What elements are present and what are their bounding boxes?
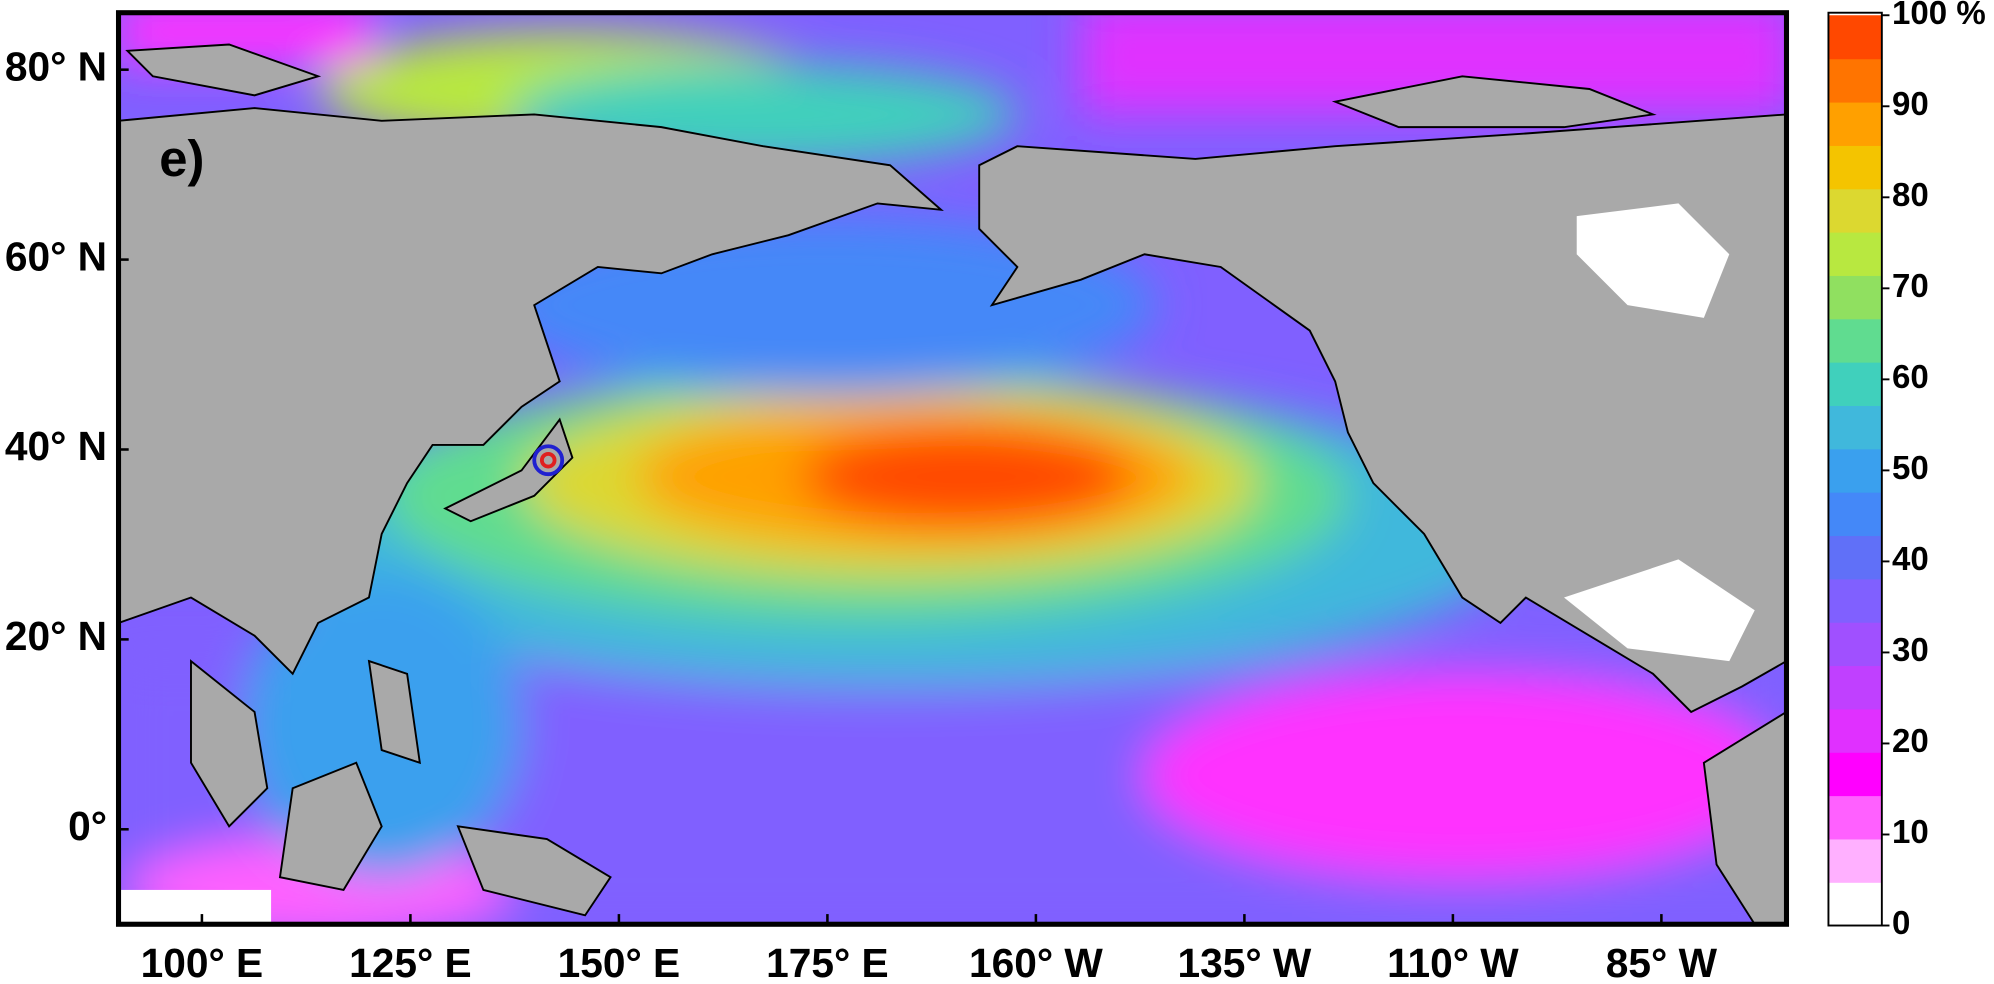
y-tick-label: 60° N [5, 233, 107, 279]
colorbar-band [1828, 882, 1882, 927]
colorbar-band [1828, 622, 1882, 667]
colorbar-band [1828, 492, 1882, 537]
colorbar-label: 40 [1892, 541, 1929, 578]
colorbar [1828, 15, 1882, 927]
site-marker-inner [539, 451, 557, 469]
colorbar-band [1828, 145, 1882, 190]
colorbar-band [1828, 752, 1882, 797]
colorbar-label: 100 % [1892, 0, 1986, 32]
x-tick-label: 160° W [969, 940, 1103, 984]
panel-label: e) [159, 130, 204, 187]
colorbar-label: 50 [1892, 450, 1929, 487]
colorbar-band [1828, 838, 1882, 883]
colorbar-label: 30 [1892, 632, 1929, 669]
map-frame [115, 10, 1790, 927]
colorbar-band [1828, 362, 1882, 407]
x-tick-label: 175° E [766, 940, 889, 984]
x-tick-label: 135° W [1177, 940, 1311, 984]
y-tick-label: 20° N [5, 613, 107, 659]
colorbar-band [1828, 535, 1882, 580]
colorbar-frame [1827, 11, 1883, 927]
colorbar-label: 10 [1892, 814, 1929, 851]
x-tick-label: 150° E [558, 940, 681, 984]
colorbar-band [1828, 448, 1882, 493]
colorbar-band [1828, 188, 1882, 233]
colorbar-band [1828, 58, 1882, 103]
colorbar-band [1828, 405, 1882, 450]
colorbar-label: 70 [1892, 268, 1929, 305]
y-tick-label: 0° [68, 803, 107, 849]
x-tick-label: 100° E [141, 940, 264, 984]
colorbar-label: 90 [1892, 86, 1929, 123]
colorbar-band [1828, 665, 1882, 710]
land [118, 43, 1787, 925]
x-tick-label: 110° W [1387, 940, 1519, 984]
colorbar-label: 80 [1892, 177, 1929, 214]
y-tick-label: 40° N [5, 423, 107, 469]
x-tick-label: 85° W [1606, 940, 1718, 984]
colorbar-band [1828, 318, 1882, 363]
colorbar-band [1828, 231, 1882, 276]
colorbar-label: 20 [1892, 723, 1929, 760]
colorbar-label: 0 [1892, 905, 1910, 942]
site-marker [532, 444, 565, 477]
colorbar-band [1828, 101, 1882, 146]
colorbar-band [1828, 275, 1882, 320]
colorbar-band [1828, 708, 1882, 753]
colorbar-band [1828, 578, 1882, 623]
x-tick-label: 125° E [349, 940, 472, 984]
colorbar-label: 60 [1892, 359, 1929, 396]
y-tick-label: 80° N [5, 43, 107, 89]
no-data [118, 203, 1755, 925]
colorbar-band [1828, 795, 1882, 840]
colorbar-band [1828, 15, 1882, 60]
